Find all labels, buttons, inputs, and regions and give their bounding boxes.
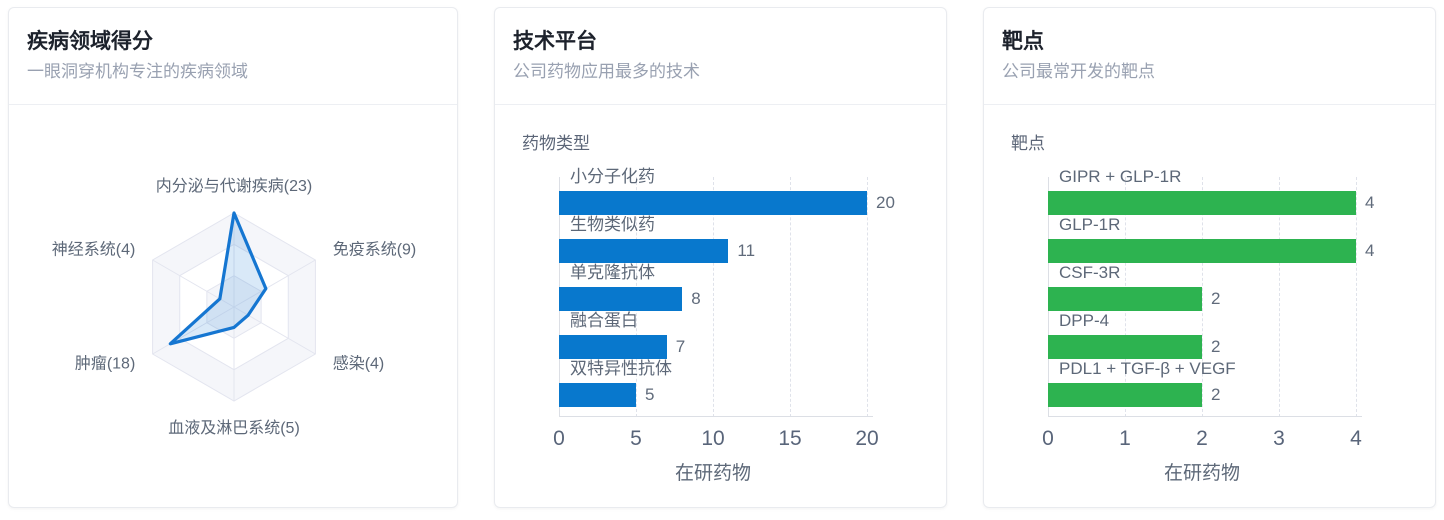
bar — [559, 191, 867, 215]
bar-value-label: 7 — [675, 337, 686, 356]
bar-category-label: DPP-4 — [1059, 311, 1110, 330]
bar-category-label: 小分子化药 — [570, 167, 655, 186]
bar-category-label: PDL1 + TGF-β + VEGF — [1059, 359, 1236, 378]
x-tick-label: 15 — [778, 427, 802, 450]
bar-plot-area: GIPR + GLP-1R 4 GLP-1R 4 CSF-3R 2 DPP-4 2 PDL1 +… — [1048, 167, 1374, 417]
radar-grid-spoke — [233, 259, 316, 308]
bar — [1048, 383, 1202, 407]
radar-axis-label: 神经系统(4) — [52, 241, 136, 259]
bar-category-label: 融合蛋白 — [570, 311, 638, 330]
card-subtitle: 公司药物应用最多的技术 — [513, 62, 700, 81]
x-tick-label: 5 — [630, 427, 642, 450]
bar-value-label: 2 — [1211, 385, 1221, 404]
gridline — [713, 177, 714, 417]
bar-category-label: 生物类似药 — [570, 215, 655, 234]
card-title: 技术平台 — [513, 30, 597, 53]
bar-plot-area: 小分子化药 20 生物类似药 11 单克隆抗体 8 融合蛋白 7 双特异性抗体 5 — [559, 167, 895, 417]
x-tick-label: 1 — [1119, 427, 1131, 450]
card-subtitle: 公司最常开发的靶点 — [1002, 62, 1155, 81]
x-tick-label: 0 — [1042, 427, 1054, 450]
bar-value-label: 20 — [876, 193, 895, 212]
x-tick-label: 4 — [1350, 427, 1362, 450]
bar-value-label: 11 — [737, 241, 756, 260]
gridline — [1279, 177, 1280, 417]
card-header: 疾病领域得分 一眼洞穿机构专注的疾病领域 — [9, 8, 457, 105]
bar — [559, 335, 667, 359]
radar-axis-label: 内分泌与代谢疾病(23) — [156, 177, 312, 195]
bar — [559, 239, 729, 263]
disease-areas-card: 疾病领域得分 一眼洞穿机构专注的疾病领域 内分泌与代谢疾病(23) 免疫系统(9)… — [8, 7, 458, 508]
bar — [559, 383, 636, 407]
bar-category-label: 单克隆抗体 — [570, 263, 655, 282]
gridline — [1202, 177, 1203, 417]
x-tick-label: 20 — [855, 427, 879, 450]
bar-category-label: CSF-3R — [1059, 263, 1121, 282]
bar-value-label: 4 — [1365, 193, 1375, 212]
radar-axis-label: 血液及淋巴系统(5) — [168, 419, 300, 437]
bar — [1048, 287, 1202, 311]
x-tick-label: 10 — [701, 427, 725, 450]
card-header: 技术平台 公司药物应用最多的技术 — [495, 8, 946, 105]
bar-value-label: 2 — [1211, 337, 1221, 356]
tech-platform-card: 技术平台 公司药物应用最多的技术 药物类型小分子化药 20 生物类似药 11 单克隆抗体… — [494, 7, 947, 508]
bar-category-label: GIPR + GLP-1R — [1059, 167, 1182, 186]
gridline — [867, 177, 868, 417]
card-subtitle: 一眼洞穿机构专注的疾病领域 — [27, 62, 248, 81]
disease-radar-chart: 内分泌与代谢疾病(23) 免疫系统(9) 感染(4) 血液及淋巴系统(5) 肿瘤(18)… — [9, 105, 457, 507]
bar-value-label: 8 — [691, 289, 701, 308]
x-tick-label: 2 — [1196, 427, 1208, 450]
gridline — [1356, 177, 1357, 417]
bar — [1048, 191, 1356, 215]
chart-inner-title: 靶点 — [1011, 134, 1045, 153]
gridline — [790, 177, 791, 417]
card-header: 靶点 公司最常开发的靶点 — [984, 8, 1435, 105]
bar — [559, 287, 683, 311]
x-axis-title: 在研药物 — [674, 463, 752, 484]
drug-type-bar-chart: 药物类型小分子化药 20 生物类似药 11 单克隆抗体 8 融合蛋白 7 双特异性抗体 5 0 5 10… — [495, 105, 946, 507]
target-bar-chart: 靶点 GIPR + GLP-1R 4 GLP-1R 4 CSF-3R 2 DPP-4 2 PDL1… — [984, 105, 1435, 507]
x-axis-line — [559, 416, 873, 417]
radar-chart-svg: 内分泌与代谢疾病(23) 免疫系统(9) 感染(4) 血液及淋巴系统(5) 肿瘤(18)… — [52, 177, 417, 437]
card-title: 疾病领域得分 — [27, 30, 153, 53]
x-axis-line — [1048, 416, 1362, 417]
bar-category-label: GLP-1R — [1059, 215, 1121, 234]
card-title: 靶点 — [1002, 30, 1044, 53]
radar-axis-label: 免疫系统(9) — [333, 241, 417, 259]
targets-card: 靶点 公司最常开发的靶点 靶点 GIPR + GLP-1R 4 GLP-1R 4 CSF-… — [983, 7, 1436, 508]
radar-axis-label: 肿瘤(18) — [75, 355, 135, 373]
x-axis-title: 在研药物 — [1163, 463, 1241, 484]
chart-inner-title: 药物类型 — [522, 134, 590, 153]
x-tick-label: 0 — [553, 427, 565, 450]
bar-value-label: 5 — [645, 385, 655, 404]
x-tick-label: 3 — [1273, 427, 1285, 450]
bar-value-label: 4 — [1365, 241, 1375, 260]
radar-grid-spoke — [152, 306, 235, 355]
bar — [1048, 335, 1202, 359]
radar-axis-label: 感染(4) — [333, 355, 385, 373]
radar-data-polygon — [168, 211, 268, 346]
bar-category-label: 双特异性抗体 — [570, 359, 672, 378]
bar — [1048, 239, 1356, 263]
bar-value-label: 2 — [1211, 289, 1221, 308]
